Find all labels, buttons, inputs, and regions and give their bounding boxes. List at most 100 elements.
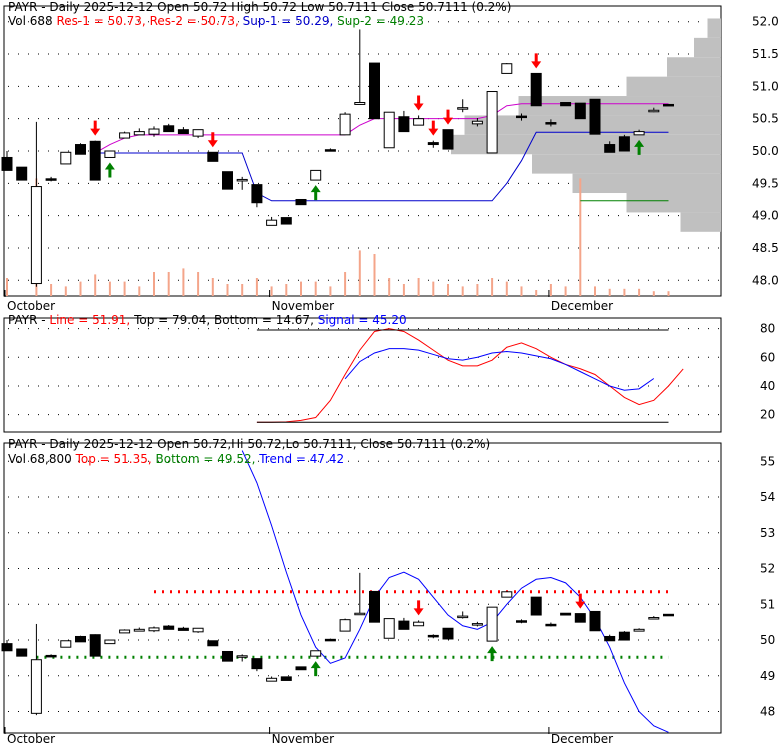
- trend-candle-body: [310, 650, 322, 657]
- trend-y-axis: 55 54 53 52 51 50 49 48: [760, 454, 775, 718]
- trend-candle-body: [545, 623, 557, 627]
- y-tick-label: 55: [760, 454, 775, 468]
- trend-x-axis: October November December: [4, 727, 613, 745]
- p1-levels: Vol 688 Res-1 = 50.73, Res-2 = 50.73, Su…: [8, 14, 424, 28]
- trend-candle-body: [30, 659, 42, 714]
- volume-bar: [108, 281, 111, 296]
- volume-bar: [505, 281, 508, 296]
- y-tick-label: 48.0: [752, 273, 779, 287]
- price-candle-body: [324, 149, 336, 152]
- volume-bar: [623, 288, 626, 296]
- p3-title: PAYR - Daily 2025-12-12 Open 50.72,Hi 50…: [8, 437, 490, 451]
- oscillator-panel-frame: [3, 317, 722, 433]
- y-tick-label: 49.5: [752, 176, 779, 190]
- trend-candle-body: [192, 627, 204, 633]
- trend-candle-body: [383, 618, 395, 639]
- signal-arrows: [90, 53, 645, 201]
- volume-profile-bar: [694, 37, 721, 58]
- month-label: December: [551, 732, 613, 745]
- volume-bar: [94, 274, 97, 296]
- trend-candle-body: [604, 635, 616, 642]
- oscillator-line-line: [256, 328, 684, 423]
- oscillator-header: PAYR - Line = 51.91, Top = 79.04, Bottom…: [8, 313, 407, 327]
- month-label: December: [551, 299, 613, 313]
- volume-bar: [417, 278, 420, 296]
- trend-candle-body: [339, 619, 351, 632]
- volume-bar: [138, 286, 141, 296]
- trend-candle-body: [60, 640, 72, 648]
- volume-profile-bar: [518, 96, 721, 116]
- y-tick-label: 52.0: [752, 15, 779, 29]
- price-candle-body: [383, 111, 395, 149]
- price-candle-body: [471, 120, 483, 125]
- trend-candle-body: [163, 625, 175, 630]
- price-candle-body: [104, 150, 116, 158]
- y-tick-label: 52: [760, 562, 775, 576]
- price-candle-body: [1, 156, 13, 171]
- month-label: October: [7, 732, 55, 745]
- price-candle-body: [663, 103, 674, 107]
- trend-candle-body: [354, 612, 366, 616]
- sell-arrow: [428, 120, 439, 136]
- p1-ticker: PAYR - Daily 2025-12-12 Open 50.72 High …: [8, 0, 511, 14]
- month-label: November: [272, 299, 334, 313]
- volume-bar: [255, 278, 258, 296]
- price-candle-body: [589, 98, 601, 135]
- volume-bar: [652, 291, 655, 296]
- y-tick-label: 51: [760, 597, 775, 611]
- volume-bar: [285, 284, 288, 296]
- price-candle-body: [310, 169, 322, 181]
- volume-bar: [373, 254, 376, 296]
- volume-bar: [344, 272, 347, 296]
- trend-candle-body: [119, 629, 131, 634]
- price-candle-body: [633, 131, 645, 136]
- y-tick-label: 48.5: [752, 241, 779, 255]
- price-candle-body: [60, 151, 72, 165]
- trend-candle-body: [427, 634, 439, 638]
- sell-arrow: [531, 53, 542, 69]
- price-candle-body: [119, 132, 131, 139]
- trend-candle-body: [295, 666, 307, 671]
- trend-candle-body: [104, 639, 116, 645]
- volume-bar: [300, 281, 302, 296]
- volume-profile-bar: [572, 173, 721, 194]
- trend-candle-body: [618, 631, 630, 641]
- trend-candles: [1, 572, 674, 716]
- sell-arrow: [443, 109, 453, 125]
- trend-candle-body: [251, 658, 263, 670]
- volume-profile-bar: [532, 154, 721, 174]
- volume-bar: [123, 281, 126, 296]
- volume-bar: [667, 291, 670, 296]
- price-candle-body: [369, 62, 380, 120]
- price-x-axis: October November December: [4, 290, 613, 313]
- y-tick-label: 50.0: [752, 144, 779, 158]
- trend-candle-body: [663, 613, 674, 617]
- trend-candle-body: [442, 627, 454, 640]
- price-candle-body: [574, 102, 586, 120]
- price-candle-body: [398, 116, 410, 133]
- trend-candle-body: [530, 596, 542, 616]
- p2-legend: PAYR - Line = 51.91, Top = 79.04, Bottom…: [8, 313, 407, 327]
- price-candle-body: [457, 107, 469, 110]
- trend-candle-body: [207, 640, 219, 647]
- y-tick-label: 49: [760, 669, 775, 683]
- trend-candle-body: [471, 623, 483, 626]
- volume-bar: [314, 281, 317, 296]
- volume-bar: [6, 278, 8, 296]
- price-candle-body: [501, 63, 513, 74]
- volume-bar: [182, 268, 185, 296]
- trend-candle-body: [324, 638, 336, 642]
- volume-bar: [358, 250, 361, 296]
- volume-bar: [226, 284, 229, 296]
- trend-candle-body: [457, 615, 469, 619]
- trend-candle-body: [16, 648, 28, 657]
- price-candle-body: [251, 184, 263, 204]
- trend-candle-body: [574, 613, 586, 623]
- oscillator-y-axis: 80 60 40 20: [760, 322, 775, 422]
- price-candle-body: [148, 128, 160, 135]
- y-tick-label: 80: [760, 322, 775, 336]
- volume-bar: [476, 284, 479, 296]
- trend-candle-body: [413, 621, 425, 627]
- price-candle-body: [222, 171, 233, 190]
